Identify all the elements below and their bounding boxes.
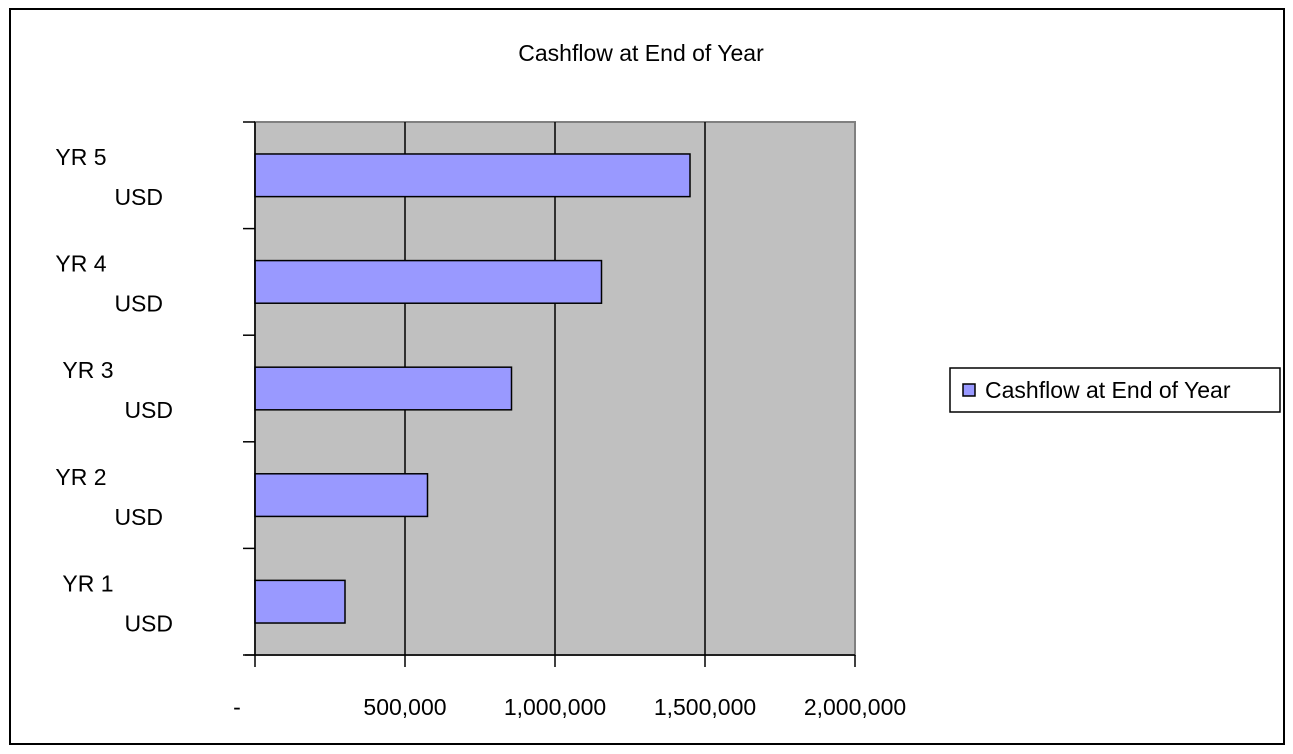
- bar-5: [254, 153, 691, 198]
- category-label-2: YR 2: [55, 464, 106, 490]
- x-tick-label-2: 1,000,000: [504, 694, 606, 720]
- bar-3: [254, 366, 513, 411]
- category-label-4: YR 4: [55, 251, 106, 277]
- x-tick-label-0: -: [233, 694, 241, 720]
- bars: [254, 153, 691, 624]
- axes: [243, 121, 856, 667]
- legend-swatch: [962, 383, 976, 397]
- legend-label: Cashflow at End of Year: [985, 377, 1231, 403]
- x-tick-label-1: 500,000: [363, 694, 446, 720]
- chart-title: Cashflow at End of Year: [518, 40, 764, 66]
- category-unit-4: USD: [114, 291, 163, 317]
- legend: Cashflow at End of Year: [949, 367, 1281, 413]
- x-tick-label-3: 1,500,000: [654, 694, 756, 720]
- bar-4: [254, 259, 603, 304]
- category-label-1: YR 1: [62, 570, 113, 596]
- category-unit-5: USD: [114, 184, 163, 210]
- x-tick-label-4: 2,000,000: [804, 694, 906, 720]
- category-unit-3: USD: [124, 397, 173, 423]
- category-unit-1: USD: [124, 610, 173, 636]
- category-unit-2: USD: [114, 504, 163, 530]
- legend-box: [949, 367, 1281, 413]
- bar-1: [254, 579, 346, 624]
- bar-2: [254, 473, 429, 518]
- category-label-3: YR 3: [62, 357, 113, 383]
- category-label-5: YR 5: [55, 144, 106, 170]
- tick-labels: - 500,000 1,000,000 1,500,000 2,000,000 YR 1 U…: [55, 144, 906, 720]
